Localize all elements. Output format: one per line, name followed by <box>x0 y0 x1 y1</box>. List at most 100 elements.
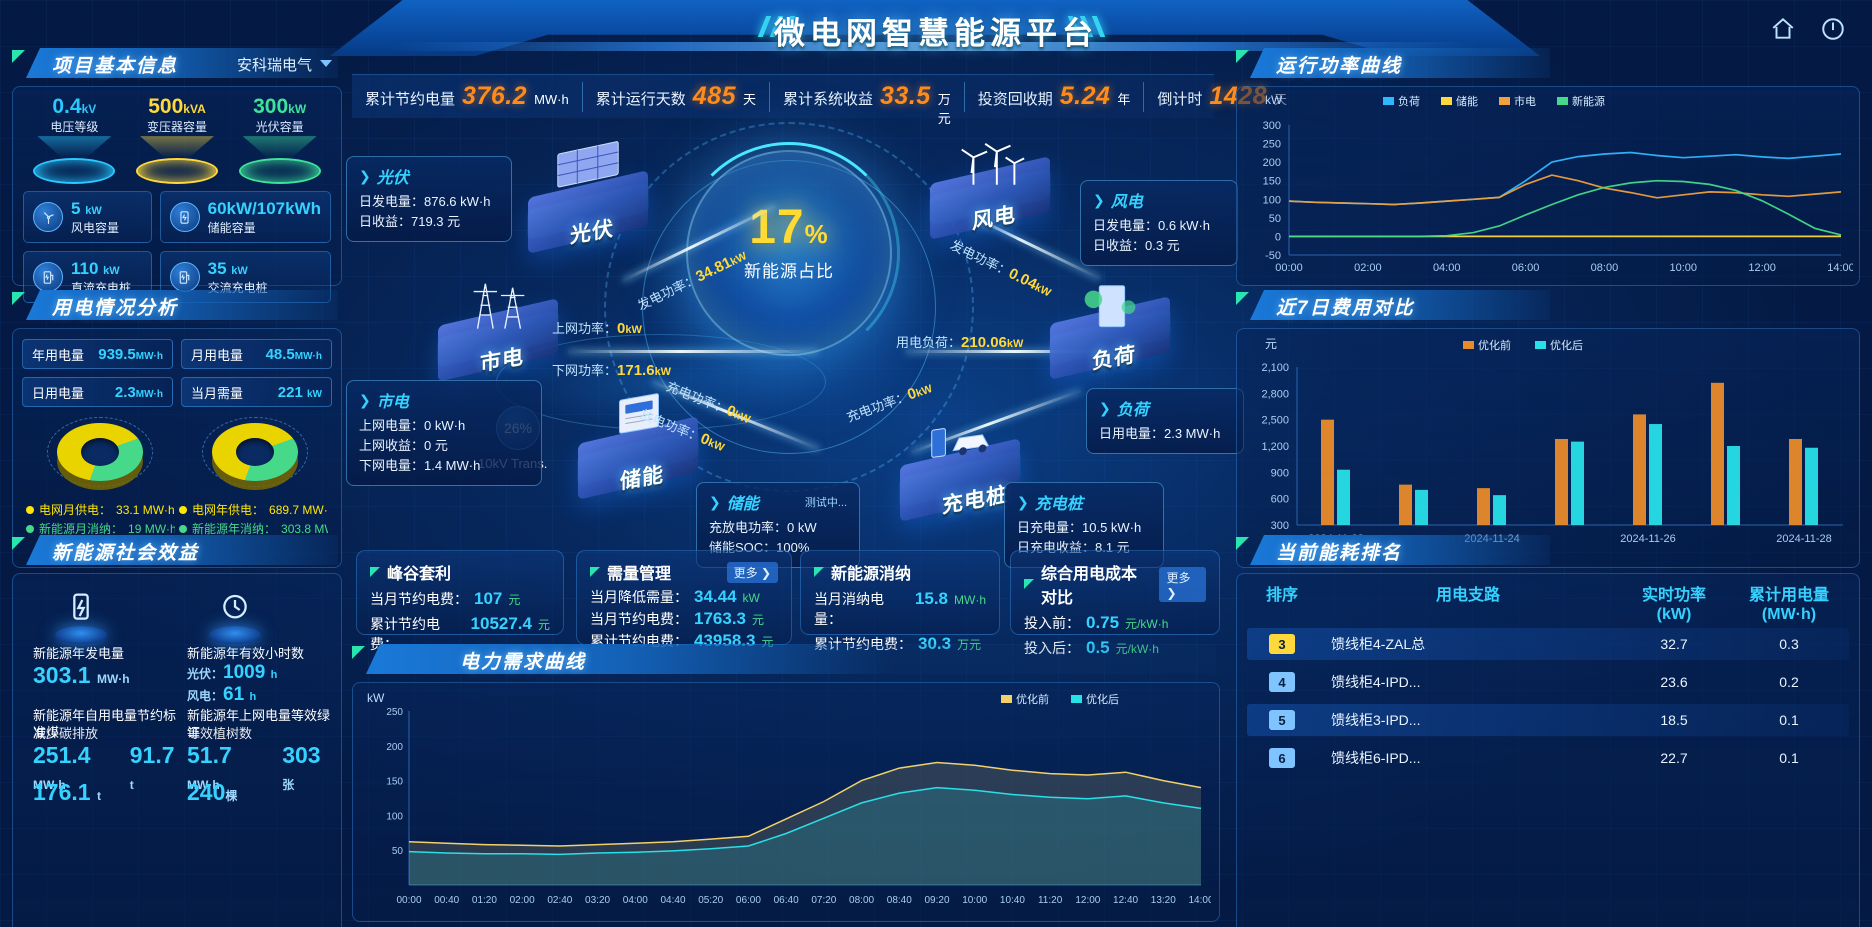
svg-text:08:00: 08:00 <box>1591 262 1619 274</box>
more-button[interactable]: 更多 ❯ <box>1159 566 1206 602</box>
home-icon[interactable] <box>1770 16 1796 47</box>
mini-value: 110 <box>71 258 99 278</box>
rank-energy: 0.1 <box>1779 750 1799 767</box>
panel-power-curve: 运行功率曲线 kW -50 0 50 100 150 200 250 300 00:00 02:0… <box>1236 48 1860 286</box>
svg-text:优化前: 优化前 <box>1016 692 1049 706</box>
wind-turbine-icon <box>33 202 63 233</box>
svg-text:市电: 市电 <box>1514 94 1536 108</box>
company-selector-value[interactable]: 安科瑞电气 <box>236 57 312 74</box>
social-extra-value: 176.1 <box>33 778 91 805</box>
usage-unit: MW·h <box>135 388 163 400</box>
table-row[interactable]: 4 馈线柜4-IPD... 23.6 0.2 <box>1247 666 1849 698</box>
svg-text:00:00: 00:00 <box>396 895 421 906</box>
arrow-right-icon: ❯ <box>359 167 371 184</box>
capacity-value: 300 <box>253 95 289 118</box>
panel-cost-compare: 近7日费用对比 元 300 600 900 1,200 2,500 2,800 2,100 2… <box>1236 290 1860 568</box>
ac-charger-icon <box>169 262 200 293</box>
capacity-unit: kVA <box>183 102 206 116</box>
legend-value: 303.8 MW·h (31%) <box>281 521 328 536</box>
flow-node-charger[interactable]: 充电桩 <box>886 414 1036 522</box>
svg-text:600: 600 <box>1271 494 1289 506</box>
kpi-value: 5.24 <box>1059 81 1111 110</box>
legend-label: 电网月供电： <box>39 503 112 517</box>
donut-chart-year <box>199 417 311 495</box>
kpi-strip: 累计节约电量 376.2 MW·h 累计运行天数 485 天 累计系统收益 33… <box>352 74 1287 126</box>
svg-text:06:40: 06:40 <box>774 895 799 906</box>
kpi-item: 投资回收期 5.24 年 <box>965 81 1145 112</box>
card-corner-icon <box>814 567 824 577</box>
usage-box: 年用电量 939.5MW·h <box>22 339 173 369</box>
table-body: 3 馈线柜4-ZAL总 32.7 0.3 4 馈线柜4-IPD... 23.6 0.2 5 馈线柜… <box>1247 628 1849 774</box>
more-button[interactable]: 更多 ❯ <box>726 561 778 583</box>
social-item-generation: 新能源年发电量 303.1 MW·h <box>23 590 177 706</box>
svg-text:04:40: 04:40 <box>660 895 685 906</box>
renewable-percent: 17 <box>749 201 805 254</box>
battery-storage-icon <box>169 202 200 233</box>
panel-corner-icon <box>12 292 25 305</box>
cost-chart: 元 300 600 900 1,200 2,500 2,800 2,100 2024-11-2… <box>1243 333 1853 563</box>
donut-chart-month <box>44 417 156 495</box>
svg-text:14:00: 14:00 <box>1188 895 1211 906</box>
chevron-down-icon[interactable] <box>320 60 332 67</box>
svg-text:-50: -50 <box>1265 250 1281 262</box>
svg-text:00:00: 00:00 <box>1275 262 1303 274</box>
social-extra-unit: t <box>96 788 101 803</box>
mini-value: 5 <box>71 198 81 218</box>
rank-badge: 5 <box>1269 710 1295 731</box>
capacity-unit: kW <box>288 102 307 116</box>
svg-text:0: 0 <box>1275 231 1281 243</box>
flow-node-storage[interactable]: 储能 <box>564 392 714 500</box>
svg-text:1,200: 1,200 <box>1261 441 1289 453</box>
social-label: 新能源年自用电量节约标准煤 <box>33 708 177 740</box>
svg-text:11:20: 11:20 <box>1038 895 1063 906</box>
social-extra-value: 240 <box>187 778 226 805</box>
flow-node-grid[interactable]: 市电 <box>424 274 574 382</box>
kpi-value: 376.2 <box>462 81 528 110</box>
svg-text:负荷: 负荷 <box>1398 94 1420 108</box>
capacity-unit: kV <box>81 102 97 116</box>
social-value: 251.4 <box>33 742 91 768</box>
kpi-unit: MW·h <box>534 91 569 107</box>
arrow-right-icon: ❯ <box>1099 399 1111 416</box>
social-extra-unit: 棵 <box>225 788 238 803</box>
demand-chart-svg: 50 100 150 200 250 00:00 00:40 01:20 02:00 02:40 0… <box>386 692 1214 906</box>
usage-unit: MW·h <box>294 350 322 362</box>
svg-text:10:00: 10:00 <box>1670 262 1698 274</box>
solar-panel-icon <box>550 141 628 206</box>
svg-text:10:40: 10:40 <box>1000 895 1025 906</box>
arrow-right-icon: ❯ <box>359 391 371 408</box>
social-extra-label: 减少碳排放 <box>33 725 99 741</box>
social-label: 新能源年发电量 <box>33 646 125 661</box>
social-unit-2: 张 <box>282 778 295 793</box>
flow-node-pv[interactable]: 光伏 <box>514 141 664 254</box>
power-icon[interactable] <box>1820 16 1846 47</box>
table-row[interactable]: 5 馈线柜3-IPD... 18.5 0.1 <box>1247 704 1849 737</box>
battery-cabinet-icon <box>600 393 678 452</box>
app-header: 微电网智慧能源平台 <box>0 0 1872 60</box>
usage-value: 221 <box>277 383 303 401</box>
legend-label: 电网年供电： <box>192 503 265 517</box>
table-row[interactable]: 3 馈线柜4-ZAL总 32.7 0.3 <box>1247 628 1849 661</box>
usage-box: 当月需量 221 kW <box>181 377 332 407</box>
svg-text:100: 100 <box>1263 194 1281 206</box>
legend-label: 新能源年消纳： <box>192 522 277 536</box>
svg-text:12:00: 12:00 <box>1748 262 1776 274</box>
demand-chart: kW 50 100 150 200 250 00:00 00:40 01:20 02:00 02:… <box>361 689 1214 917</box>
info-card-load: ❯ 负荷 日用电量：2.3 MW·h <box>1086 388 1244 455</box>
flow-node-label: 负荷 <box>1092 343 1136 374</box>
panel-corner-icon <box>352 646 365 659</box>
panel-header: 电力需求曲线 <box>352 644 1220 678</box>
card-corner-icon <box>370 567 380 577</box>
flow-node-wind[interactable]: 风电 <box>916 132 1066 240</box>
svg-text:50: 50 <box>392 846 404 857</box>
rank-energy: 0.1 <box>1779 712 1799 729</box>
page-title: 微电网智慧能源平台 <box>774 16 1098 51</box>
kpi-label: 倒计时 <box>1157 90 1203 108</box>
header-underline <box>390 42 1480 51</box>
table-row[interactable]: 6 馈线柜6-IPD... 22.7 0.1 <box>1247 742 1849 774</box>
flow-node-load[interactable]: 负荷 <box>1036 272 1186 380</box>
social-label: 新能源年上网电量等效绿证 <box>187 708 331 740</box>
capacity-disc <box>33 158 116 185</box>
svg-text:2024-11-26: 2024-11-26 <box>1620 533 1675 545</box>
building-icon <box>1072 274 1150 332</box>
